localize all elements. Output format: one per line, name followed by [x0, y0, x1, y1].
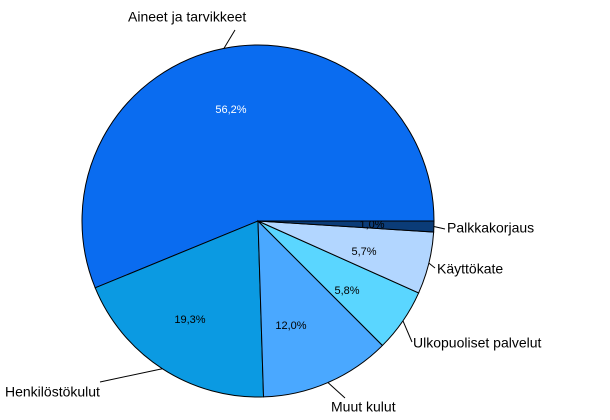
pie-slice [257, 219, 384, 398]
slice-label: 19,3% [174, 314, 205, 326]
category-label: Henkilöstökulut [5, 384, 100, 400]
category-label: Käyttökate [437, 261, 503, 277]
leader-line [223, 29, 236, 49]
pie-slice [81, 44, 435, 289]
category-label: Muut kulut [331, 399, 396, 415]
slice-label: 1,0% [359, 219, 384, 231]
slice-label: 12,0% [275, 320, 306, 332]
slice-label: 5,8% [334, 285, 359, 297]
category-label: Palkkakorjaus [447, 220, 534, 236]
category-label: Ulkopuoliset palvelut [413, 335, 542, 351]
leader-line [99, 368, 163, 383]
slice-label: 5,7% [351, 246, 376, 258]
leader-line [433, 226, 446, 230]
leader-line [428, 262, 436, 269]
category-label: Aineet ja tarvikkeet [128, 9, 246, 25]
slice-label: 56,2% [215, 104, 246, 116]
leader-line [327, 382, 346, 399]
leader-line [402, 320, 413, 343]
